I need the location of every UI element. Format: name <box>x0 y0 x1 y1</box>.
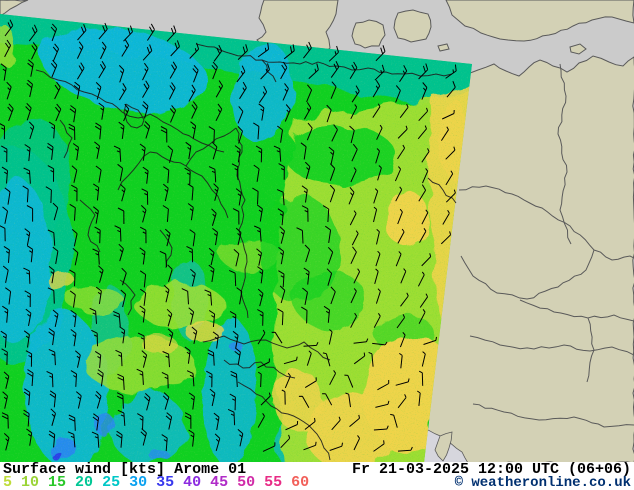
legend-value-15: 15 <box>48 474 67 490</box>
legend-value-25: 25 <box>102 474 121 490</box>
wind-speed-legend: 5 10 15 20 25 30 35 40 45 50 55 60 <box>3 474 318 490</box>
country-borders-on-land <box>458 63 634 428</box>
title-model: Arome 01 <box>174 461 247 478</box>
land-shapes <box>0 0 634 463</box>
wind-map <box>0 0 634 463</box>
legend-value-20: 20 <box>75 474 94 490</box>
title-units: [kts] <box>120 461 166 478</box>
copyright: © weatheronline.co.uk <box>454 475 631 490</box>
legend-value-30: 30 <box>129 474 148 490</box>
legend-value-45: 45 <box>210 474 229 490</box>
map-footer: Surface wind [kts] Arome 01 Fr 21-03-202… <box>0 462 634 490</box>
legend-value-60: 60 <box>291 474 310 490</box>
legend-value-55: 55 <box>264 474 283 490</box>
title-parameter: Surface wind <box>3 461 112 478</box>
legend-value-50: 50 <box>237 474 256 490</box>
legend-value-40: 40 <box>183 474 202 490</box>
country-borders-in-domain <box>35 43 457 461</box>
legend-value-35: 35 <box>156 474 175 490</box>
legend-value-5: 5 <box>3 474 13 490</box>
legend-value-10: 10 <box>21 474 40 490</box>
wind-barbs <box>0 19 457 452</box>
map-datetime: Fr 21-03-2025 12:00 UTC (06+06) <box>351 461 631 478</box>
map-title: Surface wind [kts] Arome 01 <box>3 461 247 478</box>
map-image <box>0 0 634 463</box>
